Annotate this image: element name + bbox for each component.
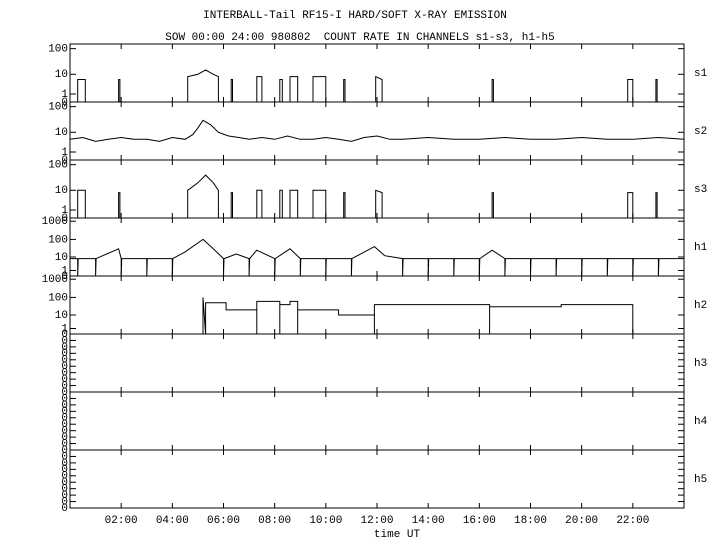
panel-label: s3 <box>694 184 707 196</box>
y-tick-label: 0 <box>61 97 68 109</box>
y-tick-label: 1 <box>61 147 68 159</box>
y-tick-label: 0 <box>61 484 68 496</box>
y-tick-label: 0 <box>61 155 68 167</box>
y-tick-label: 0 <box>61 335 68 347</box>
x-tick-label: 12:00 <box>360 515 393 527</box>
y-tick-label: 0 <box>61 464 68 476</box>
x-tick-label: 04:00 <box>156 515 189 527</box>
panel-label: h1 <box>694 242 708 254</box>
y-tick-label: 0 <box>61 496 68 508</box>
y-tick-label: 0 <box>61 271 68 283</box>
panel-label: h4 <box>694 416 708 428</box>
y-tick-label: 0 <box>61 438 68 450</box>
y-tick-label: 0 <box>61 329 68 341</box>
chart-title: INTERBALL-Tail RF15-I HARD/SOFT X-RAY EM… <box>203 10 507 22</box>
y-tick-label: 0 <box>61 400 68 412</box>
y-tick-label: 10 <box>55 310 68 322</box>
y-tick-label: 0 <box>61 458 68 470</box>
x-tick-label: 20:00 <box>565 515 598 527</box>
y-tick-label: 0 <box>61 445 68 457</box>
y-tick-label: 0 <box>61 380 68 392</box>
panel-frame <box>69 217 685 277</box>
y-tick-label: 0 <box>61 213 68 225</box>
y-tick-label: 10 <box>55 185 68 197</box>
x-tick-label: 06:00 <box>207 515 240 527</box>
x-tick-label: 02:00 <box>105 515 138 527</box>
y-tick-label: 1 <box>61 89 68 101</box>
x-tick-label: 08:00 <box>258 515 291 527</box>
panel-frame <box>69 159 685 219</box>
y-tick-label: 0 <box>61 426 68 438</box>
y-tick-label: 1 <box>61 205 68 217</box>
y-tick-label: 0 <box>61 374 68 386</box>
data-line <box>70 238 684 277</box>
y-tick-label: 1000 <box>42 274 68 286</box>
y-tick-label: 0 <box>61 471 68 483</box>
y-tick-label: 0 <box>61 355 68 367</box>
x-tick-label: 14:00 <box>412 515 445 527</box>
y-tick-label: 0 <box>61 477 68 489</box>
y-tick-label: 0 <box>61 406 68 418</box>
y-tick-label: 100 <box>48 44 68 56</box>
y-tick-label: 0 <box>61 432 68 444</box>
x-axis-label: time UT <box>374 529 421 541</box>
chart-subtitle: SOW 00:00 24:00 980802 COUNT RATE IN CHA… <box>165 32 554 44</box>
y-tick-label: 10 <box>55 252 68 264</box>
y-tick-label: 100 <box>48 160 68 172</box>
y-tick-label: 0 <box>61 361 68 373</box>
panel-frame <box>69 449 685 509</box>
panel-label: h5 <box>694 474 707 486</box>
y-tick-label: 100 <box>48 102 68 114</box>
y-tick-label: 0 <box>61 490 68 502</box>
y-tick-label: 0 <box>61 368 68 380</box>
y-tick-label: 100 <box>48 292 68 304</box>
panel-frame <box>69 43 685 103</box>
y-tick-label: 100 <box>48 234 68 246</box>
data-line <box>70 174 684 219</box>
y-tick-label: 10 <box>55 127 68 139</box>
data-line <box>202 297 634 335</box>
y-tick-label: 0 <box>61 419 68 431</box>
panel-label: h2 <box>694 300 707 312</box>
data-line <box>69 119 685 142</box>
y-tick-label: 0 <box>61 387 68 399</box>
panel-label: s1 <box>694 68 708 80</box>
y-tick-label: 0 <box>61 393 68 405</box>
y-tick-label: 1000 <box>42 216 68 228</box>
y-tick-label: 10 <box>55 69 68 81</box>
x-tick-label: 10:00 <box>309 515 342 527</box>
y-tick-label: 0 <box>61 413 68 425</box>
y-tick-label: 0 <box>61 451 68 463</box>
panel-label: h3 <box>694 358 707 370</box>
x-tick-label: 18:00 <box>514 515 547 527</box>
y-tick-label: 0 <box>61 503 68 515</box>
y-tick-label: 1 <box>61 265 68 277</box>
y-tick-label: 1 <box>61 323 68 335</box>
x-tick-label: 16:00 <box>463 515 496 527</box>
panel-frame <box>69 333 685 393</box>
panel-frame <box>69 391 685 451</box>
panel-label: s2 <box>694 126 707 138</box>
panel-frame <box>69 101 685 161</box>
y-tick-label: 0 <box>61 342 68 354</box>
y-tick-label: 0 <box>61 348 68 360</box>
x-tick-label: 22:00 <box>616 515 649 527</box>
